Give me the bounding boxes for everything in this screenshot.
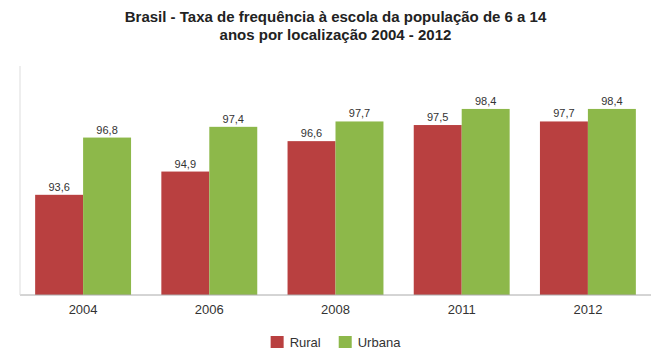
bar <box>288 141 336 295</box>
y-axis-line <box>20 66 21 295</box>
x-axis-line <box>20 295 651 296</box>
data-label: 97,5 <box>427 111 448 123</box>
data-label: 93,6 <box>48 181 69 193</box>
data-label: 97,7 <box>349 107 370 119</box>
x-ticks: 2004 2006 2008 2011 2012 <box>69 302 603 317</box>
data-label: 96,6 <box>301 127 322 139</box>
x-tick-label: 2012 <box>573 302 602 317</box>
bar <box>35 195 83 295</box>
x-tick-label: 2011 <box>448 302 476 317</box>
data-label: 96,8 <box>96 124 117 136</box>
title-line: Brasil - Taxa de frequência à escola da … <box>125 8 547 25</box>
x-tick-label: 2006 <box>195 302 224 317</box>
legend-label: Urbana <box>358 335 401 350</box>
x-tick-label: 2008 <box>321 302 350 317</box>
data-label: 98,4 <box>601 95 622 107</box>
data-labels: 93,6 94,9 96,6 97,5 97,7 96,8 97,4 97,7 98,4 98,4 <box>48 95 622 193</box>
title-line: anos por localização 2004 - 2012 <box>220 26 452 43</box>
legend-label: Rural <box>290 335 321 350</box>
bar <box>540 121 588 295</box>
bar <box>462 109 510 295</box>
data-label: 98,4 <box>475 95 496 107</box>
bar <box>161 172 209 295</box>
bar <box>414 125 462 295</box>
title: Brasil - Taxa de frequência à escola da … <box>125 8 547 43</box>
chart: Brasil - Taxa de frequência à escola da … <box>0 0 671 363</box>
legend: Rural Urbana <box>271 335 401 350</box>
legend-swatch <box>339 336 352 348</box>
bars <box>35 109 636 295</box>
x-tick-label: 2004 <box>69 302 98 317</box>
data-label: 97,7 <box>553 107 574 119</box>
bar <box>336 121 384 295</box>
bar <box>209 127 257 295</box>
legend-swatch <box>271 336 284 348</box>
data-label: 97,4 <box>223 113 244 125</box>
bar <box>83 138 131 295</box>
bar <box>588 109 636 295</box>
data-label: 94,9 <box>175 158 196 170</box>
